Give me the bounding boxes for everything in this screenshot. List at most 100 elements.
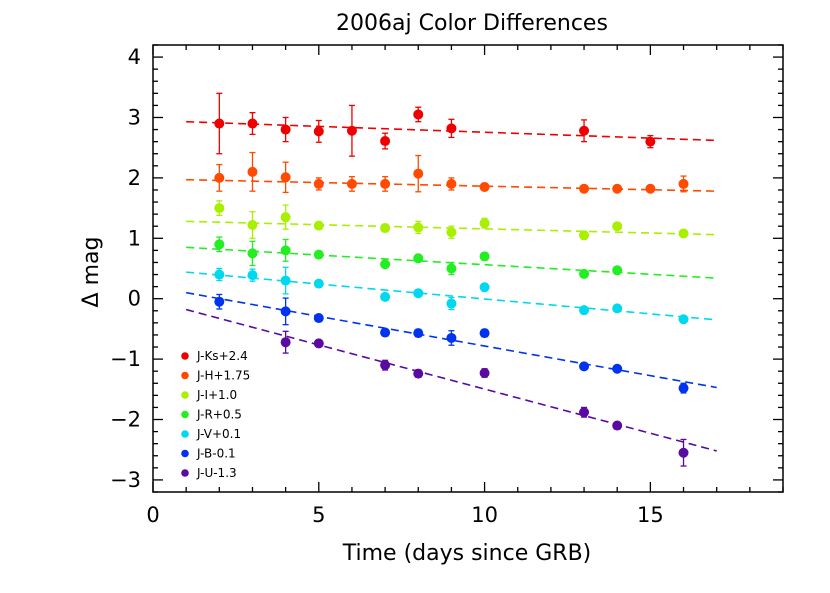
data-point <box>579 230 590 241</box>
data-point <box>612 265 623 276</box>
data-point <box>280 306 291 317</box>
data-point <box>380 360 391 371</box>
fit-line <box>185 308 717 452</box>
data-point <box>413 288 424 299</box>
data-point <box>413 328 424 339</box>
legend-label: J-V+0.1 <box>196 427 241 441</box>
y-tick-label: 1 <box>128 226 141 250</box>
legend-marker <box>181 371 189 380</box>
x-tick-label: 0 <box>146 503 159 527</box>
plot-frame <box>152 44 784 493</box>
y-axis: −3 −2 −1 0 1 2 3 4 <box>110 44 783 493</box>
data-points <box>214 92 689 467</box>
legend-marker <box>181 391 189 399</box>
legend-label: J-B-0.1 <box>196 447 236 461</box>
legend-marker <box>181 352 189 360</box>
data-point <box>479 218 490 229</box>
data-point <box>579 407 590 418</box>
data-point <box>280 212 291 223</box>
data-point <box>313 278 324 289</box>
legend-label: J-H+1.75 <box>196 369 250 383</box>
data-point <box>313 249 324 260</box>
data-point <box>346 125 357 136</box>
legend-marker <box>181 449 189 458</box>
data-point <box>678 447 689 458</box>
legend: J-Ks+2.4 J-H+1.75 J-I+1.0 J-R+0.5 J-V+0.1 J-B… <box>181 349 250 480</box>
data-point <box>280 172 291 183</box>
data-point <box>313 313 324 324</box>
data-point <box>678 178 689 189</box>
data-point <box>247 220 258 231</box>
data-point <box>413 168 424 179</box>
data-point <box>380 327 391 338</box>
fit-line <box>186 291 717 389</box>
data-point <box>678 228 689 239</box>
data-point <box>446 227 457 238</box>
x-tick-label: 15 <box>637 503 664 527</box>
data-point <box>280 245 291 256</box>
fit-line <box>186 271 717 321</box>
data-point <box>247 118 258 129</box>
y-axis-label: Δ mag <box>79 237 104 308</box>
data-point <box>479 251 490 262</box>
x-axis: 0 5 10 15 <box>146 45 784 527</box>
data-point <box>479 181 490 192</box>
data-point <box>380 291 391 302</box>
chart-title: 2006aj Color Differences <box>336 11 608 36</box>
data-point <box>280 275 291 286</box>
y-tick-label: 4 <box>128 45 141 69</box>
data-point <box>214 203 225 214</box>
data-point <box>247 166 258 177</box>
data-point <box>612 420 623 431</box>
y-tick-label: −2 <box>110 408 141 432</box>
data-point <box>413 222 424 233</box>
data-point <box>479 282 490 293</box>
legend-label: J-Ks+2.4 <box>196 349 248 363</box>
y-tick-label: 0 <box>128 287 141 311</box>
data-point <box>346 178 357 189</box>
x-tick-label: 10 <box>471 503 498 527</box>
data-point <box>612 183 623 194</box>
x-tick-label: 5 <box>312 503 325 527</box>
legend-marker <box>181 469 189 477</box>
data-point <box>579 361 590 372</box>
data-point <box>579 125 590 136</box>
legend-label: J-I+1.0 <box>196 388 237 402</box>
data-point <box>413 109 424 120</box>
data-point <box>645 183 656 194</box>
data-point <box>280 124 291 135</box>
data-point <box>313 126 324 137</box>
fit-lines <box>185 120 717 452</box>
data-point <box>612 303 623 314</box>
data-point <box>479 368 490 379</box>
data-point <box>612 363 623 374</box>
y-tick-label: −3 <box>110 468 141 492</box>
data-point <box>280 337 291 348</box>
data-point <box>413 253 424 264</box>
data-point <box>214 239 225 250</box>
data-point <box>446 123 457 134</box>
y-tick-label: 3 <box>128 105 141 129</box>
data-point <box>313 338 324 349</box>
data-point <box>579 305 590 316</box>
data-point <box>247 248 258 259</box>
data-point <box>380 178 391 189</box>
legend-label: J-R+0.5 <box>196 408 242 422</box>
data-point <box>645 136 656 147</box>
legend-label: J-U-1.3 <box>196 466 237 480</box>
data-point <box>678 314 689 325</box>
y-tick-label: −1 <box>110 347 141 371</box>
data-point <box>579 268 590 279</box>
data-point <box>413 368 424 379</box>
data-point <box>612 221 623 232</box>
legend-marker <box>181 430 189 438</box>
data-point <box>446 263 457 274</box>
x-axis-label: Time (days since GRB) <box>342 541 592 566</box>
y-tick-label: 2 <box>128 166 141 190</box>
data-point <box>214 269 225 280</box>
data-point <box>446 178 457 189</box>
data-point <box>214 296 225 307</box>
data-point <box>380 136 391 147</box>
data-point <box>313 178 324 189</box>
